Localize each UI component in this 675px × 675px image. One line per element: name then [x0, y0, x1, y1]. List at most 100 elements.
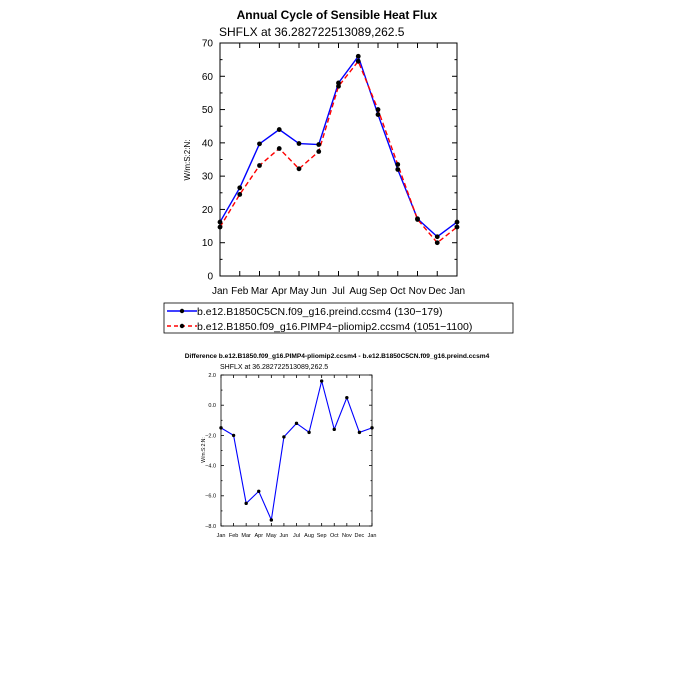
x-tick-label: Sep [369, 286, 387, 297]
x-tick-label: Jul [293, 533, 300, 539]
bottom-chart-ticks: Jan Feb Mar Apr May Jun Jul Aug Sep Oct Nov Dec Jan−… [205, 373, 376, 539]
series-1-point [282, 435, 286, 439]
series-2-point [276, 146, 282, 151]
x-tick-label: May [290, 286, 309, 297]
series-2-point [296, 166, 302, 172]
x-tick-label: Mar [241, 533, 251, 539]
series-2-point [316, 149, 322, 154]
x-tick-label: Aug [304, 533, 314, 539]
series-1-point [357, 430, 362, 435]
y-tick-label: 0 [207, 272, 213, 283]
y-tick-label: −6.0 [205, 494, 216, 500]
series-1-point [434, 234, 440, 240]
bottom-chart-ylabel: W/m:S:2:N: [201, 437, 207, 463]
series-2-point [336, 83, 341, 89]
legend-frame [163, 302, 514, 334]
series-1-point [454, 219, 460, 225]
series-1-point [375, 112, 381, 117]
top-chart: Annual Cycle of Sensible Heat Flux SHFLX… [163, 8, 514, 334]
bottom-chart-series [219, 379, 374, 522]
x-tick-label: Feb [229, 533, 238, 539]
y-tick-label: 50 [202, 105, 214, 116]
x-tick-label: Oct [390, 286, 406, 297]
series-1-point [395, 167, 401, 172]
y-tick-label: 40 [202, 138, 214, 149]
x-tick-label: Sep [317, 533, 327, 539]
series-2-point [395, 162, 401, 167]
series-1-point [370, 426, 374, 430]
series-2-point [434, 240, 440, 246]
y-tick-label: −4.0 [205, 464, 216, 470]
x-tick-label: Mar [251, 286, 269, 297]
x-tick-label: Jan [368, 533, 377, 539]
series-2-point [257, 163, 262, 168]
x-tick-label: Nov [409, 286, 427, 297]
series-1-point [336, 80, 341, 86]
bottom-chart-plot-frame [220, 374, 373, 527]
series-1-point [244, 501, 248, 506]
series-1-point [237, 185, 243, 191]
y-tick-label: 70 [202, 39, 214, 50]
top-chart-subtitle: SHFLX at 36.282722513089,262.5 [219, 25, 405, 39]
series-2-point [355, 58, 361, 64]
x-tick-label: Jan [212, 286, 228, 297]
series-1-point [316, 142, 322, 147]
series-1-point [269, 518, 274, 522]
x-tick-label: Dec [428, 286, 446, 297]
series-2-point [237, 192, 243, 197]
series-2-point [415, 217, 420, 222]
x-tick-label: Aug [349, 286, 367, 297]
legend-marker-series-1 [179, 308, 185, 314]
x-tick-label: Jul [332, 286, 345, 297]
series-1-point [257, 141, 262, 147]
y-tick-label: 20 [202, 205, 214, 216]
series-1-point [231, 433, 236, 438]
bottom-chart-title: Difference b.e12.B1850.f09_g16.PIMP4-pli… [185, 353, 490, 360]
x-tick-label: Dec [355, 533, 365, 539]
series-1-point [217, 219, 223, 225]
series-1-point [294, 421, 299, 426]
series-1-point [276, 127, 282, 132]
x-tick-label: Jun [279, 533, 288, 539]
y-tick-label: 30 [202, 172, 214, 183]
series-1-point [219, 426, 223, 430]
x-tick-label: Jan [217, 533, 226, 539]
x-tick-label: Nov [342, 533, 352, 539]
top-chart-ticks: Jan Feb Mar Apr May Jun Jul Aug Sep Oct Nov Dec Jan0… [202, 39, 465, 298]
y-tick-label: 60 [202, 72, 214, 83]
x-tick-label: Jan [449, 286, 465, 297]
series-2-point [217, 224, 223, 230]
x-tick-label: Apr [254, 533, 263, 539]
y-tick-label: −2.0 [205, 433, 216, 439]
legend-marker-series-2 [179, 323, 185, 329]
legend-label-series-2: b.e12.B1850.f09_g16.PIMP4−pliomip2.ccsm4… [197, 321, 472, 333]
top-chart-legend: b.e12.B1850C5CN.f09_g16.preind.ccsm4 (13… [163, 302, 514, 334]
top-chart-title: Annual Cycle of Sensible Heat Flux [237, 8, 438, 22]
series-line-1 [220, 380, 373, 522]
series-1-point [257, 489, 261, 493]
series-2-point [375, 107, 381, 112]
legend-label-series-1: b.e12.B1850C5CN.f09_g16.preind.ccsm4 (13… [197, 306, 442, 318]
x-tick-label: May [266, 533, 277, 539]
y-tick-label: −8.0 [205, 524, 216, 530]
y-tick-label: 0.0 [208, 403, 216, 409]
top-chart-ylabel: W/m:S:2:N: [183, 140, 192, 181]
series-1-point [345, 395, 349, 400]
top-chart-series [217, 53, 460, 246]
series-1-point [332, 427, 336, 432]
y-tick-label: 10 [202, 238, 214, 249]
x-tick-label: Apr [271, 286, 287, 297]
x-tick-label: Oct [330, 533, 339, 539]
series-1-point [296, 141, 302, 146]
series-2-point [454, 224, 460, 230]
series-1-point [355, 53, 361, 59]
bottom-chart-subtitle: SHFLX at 36.282722513089,262.5 [220, 364, 328, 371]
series-1-point [307, 430, 311, 435]
series-1-point [319, 379, 324, 383]
x-tick-label: Jun [311, 286, 327, 297]
top-chart-plot-frame [219, 42, 458, 277]
bottom-chart: Difference b.e12.B1850.f09_g16.PIMP4-pli… [185, 353, 490, 539]
x-tick-label: Feb [231, 286, 249, 297]
y-tick-label: 2.0 [208, 373, 216, 379]
